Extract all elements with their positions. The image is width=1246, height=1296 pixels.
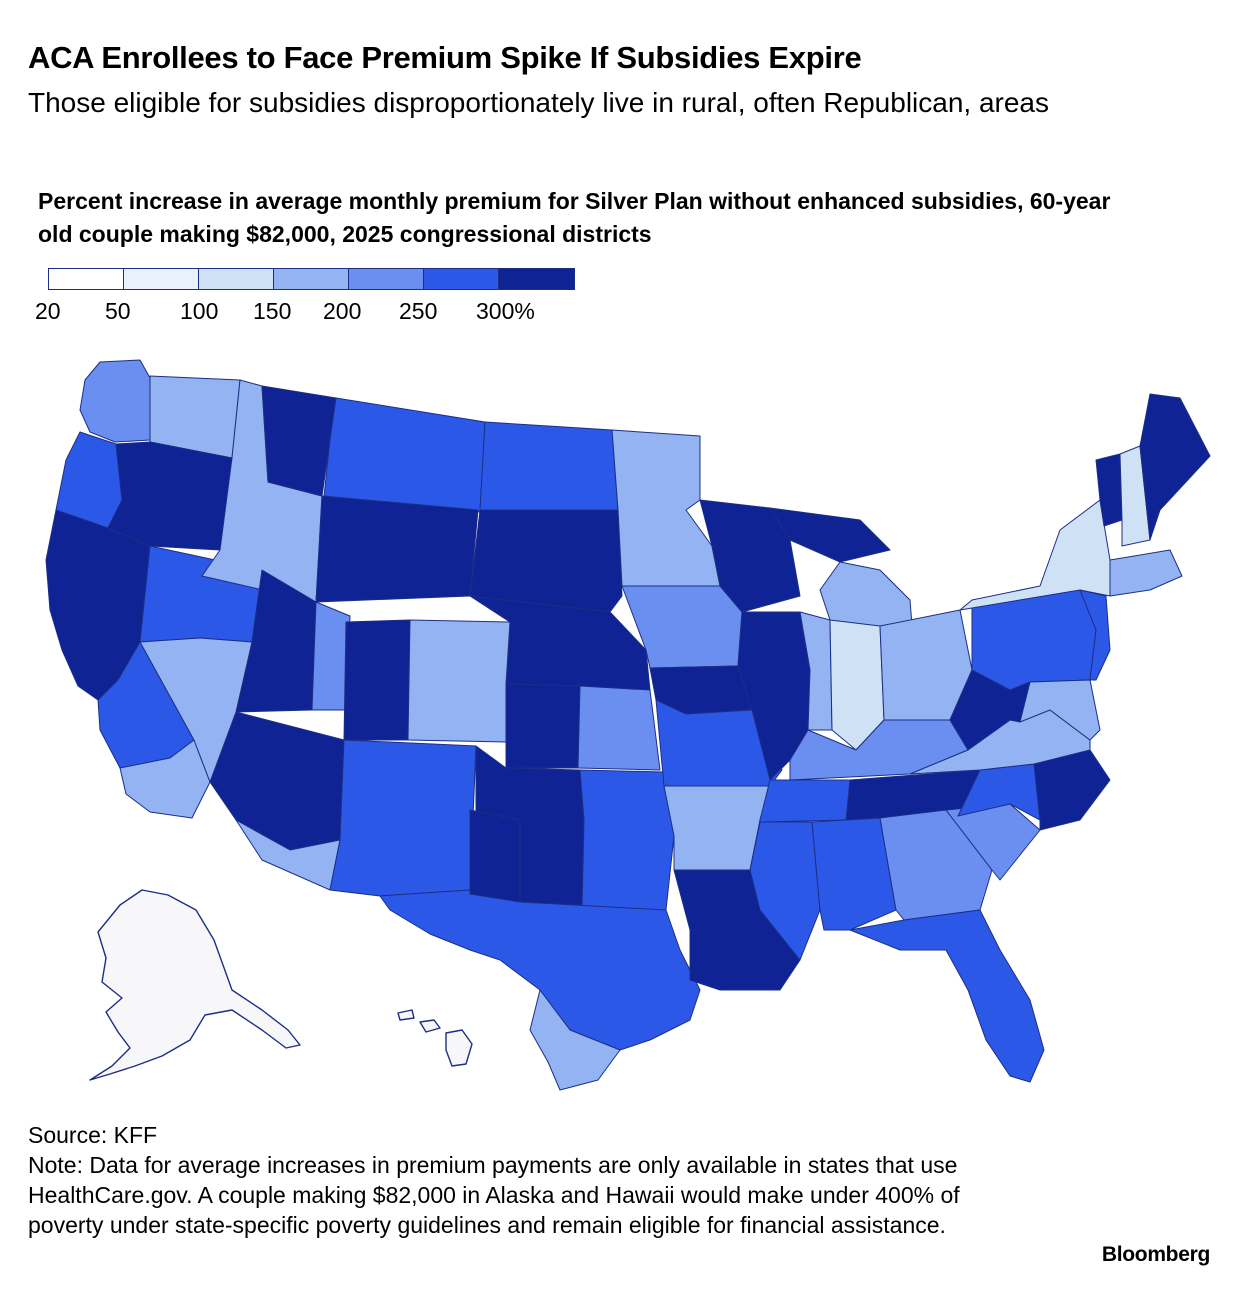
legend-tick-label: 20 [35,298,61,324]
region-kansas-west [505,683,581,769]
legend-swatch-6 [499,269,574,289]
bloomberg-logo: Bloomberg [1101,1243,1210,1266]
region-texas-south [529,989,621,1091]
region-new-jersey [1079,589,1111,681]
chart-subheadline: Those eligible for subsidies disproporti… [28,87,1050,118]
region-maine [1139,393,1211,541]
legend-swatch-5 [424,269,499,289]
region-colorado-west [343,619,411,741]
legend-color-scale [48,268,575,290]
region-michigan-upper [769,507,891,563]
legend-tick-label: 300% [476,298,535,324]
region-north-dakota [479,421,619,511]
region-illinois-east [799,611,833,731]
region-hawaii [397,1009,473,1067]
region-vermont [1095,453,1123,527]
region-south-dakota [469,509,623,613]
region-north-carolina-east [1033,749,1111,831]
region-montana-west [261,385,337,497]
legend-tick-label: 200 [323,298,362,324]
region-tennessee-west [759,779,851,823]
legend-tick-label: 50 [105,298,131,324]
region-utah-west [235,569,317,713]
region-florida [849,909,1045,1083]
region-montana-east [323,397,486,513]
legend-tick-label: 250 [399,298,438,324]
legend-tick-labels: 20 50 100 150 200 250 300% [35,298,575,328]
legend-swatch-0 [49,269,124,289]
region-arizona-north [209,711,345,851]
legend-swatch-2 [199,269,274,289]
footnote: Note: Data for average increases in prem… [28,1152,960,1238]
region-kansas-east [577,685,661,771]
source-note: Source: KFF [28,1122,158,1148]
legend-tick-label: 150 [253,298,292,324]
legend-swatch-1 [124,269,199,289]
region-oregon-east [107,441,233,551]
chart-headline: ACA Enrollees to Face Premium Spike If S… [28,40,862,75]
region-oklahoma-east [579,769,675,911]
legend-swatch-4 [349,269,424,289]
region-texas-panhandle [469,809,521,903]
us-congressional-district-map [45,359,1211,1091]
region-colorado-east [407,619,511,743]
map-title: Percent increase in average monthly prem… [38,188,1111,247]
region-wyoming [315,495,479,603]
map-regions [45,359,1211,1091]
region-alaska [89,889,301,1081]
region-maryland [1019,679,1101,741]
region-new-mexico [329,739,477,897]
region-washington-west [79,359,151,443]
color-legend: 20 50 100 150 200 250 300% [35,268,575,328]
region-california-south [119,739,211,819]
legend-swatch-3 [274,269,349,289]
legend-tick-label: 100 [180,298,219,324]
region-new-england-south [1109,549,1183,597]
region-arizona-south [235,819,341,891]
